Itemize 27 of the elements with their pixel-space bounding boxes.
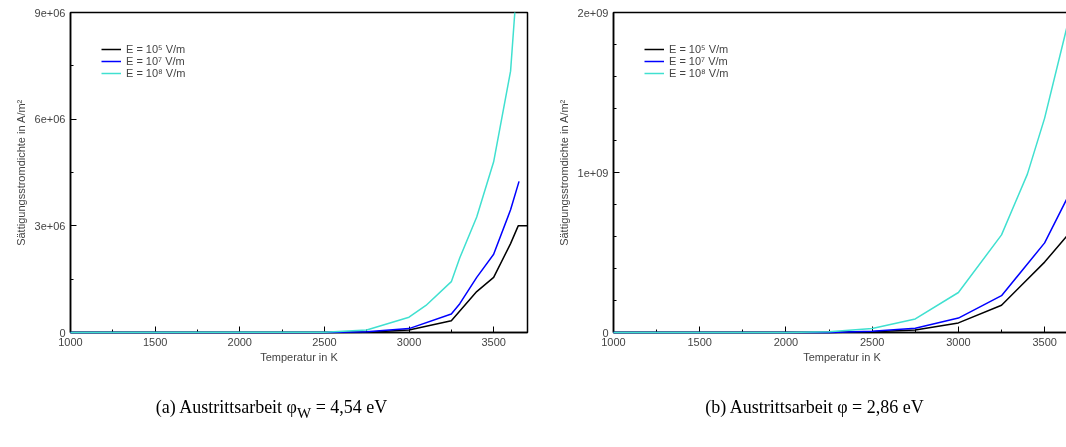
x-tick-label: 1500: [142, 335, 168, 348]
x-tick-label: 2000: [227, 335, 253, 348]
y-tick-label: 9e+06: [34, 6, 66, 19]
legend-label: E = 10⁷ V/m: [126, 55, 185, 67]
x-tick-label: 3500: [1032, 335, 1057, 348]
x-tick-label: 2500: [312, 335, 337, 348]
x-tick-label: 3000: [396, 335, 422, 348]
y-tick-label: 2e+09: [577, 6, 609, 19]
y-tick-label: 6e+06: [34, 113, 66, 126]
x-axis-title: Temperatur in K: [260, 350, 339, 363]
x-tick-label: 3500: [481, 335, 506, 348]
text: (b) Austrittsarbeit φ = 2,86 eV: [705, 396, 924, 419]
x-tick-label: 3000: [946, 335, 971, 348]
x-tick-label: 2500: [859, 335, 885, 348]
x-tick-label: 1500: [687, 335, 712, 348]
y-tick-label: 1e+09: [577, 166, 609, 179]
y-axis-title: Sättigungsstromdichte in A/m²: [14, 99, 27, 246]
legend-label: E = 10⁵ V/m: [126, 43, 186, 55]
x-axis-title: Temperatur in K: [803, 350, 882, 363]
text: (a) Austrittsarbeit φ$_{W}$ = 4,54 eV: [155, 396, 388, 423]
legend-label: E = 10⁸ V/m: [126, 67, 186, 79]
x-tick-label: 2000: [773, 335, 799, 348]
y-axis-title: Sättigungsstromdichte in A/m²: [557, 99, 570, 246]
legend-label: E = 10⁸ V/m: [669, 67, 729, 79]
legend-label: E = 10⁷ V/m: [669, 55, 728, 67]
legend-label: E = 10⁵ V/m: [669, 43, 729, 55]
y-tick-label: 3e+06: [34, 219, 66, 232]
